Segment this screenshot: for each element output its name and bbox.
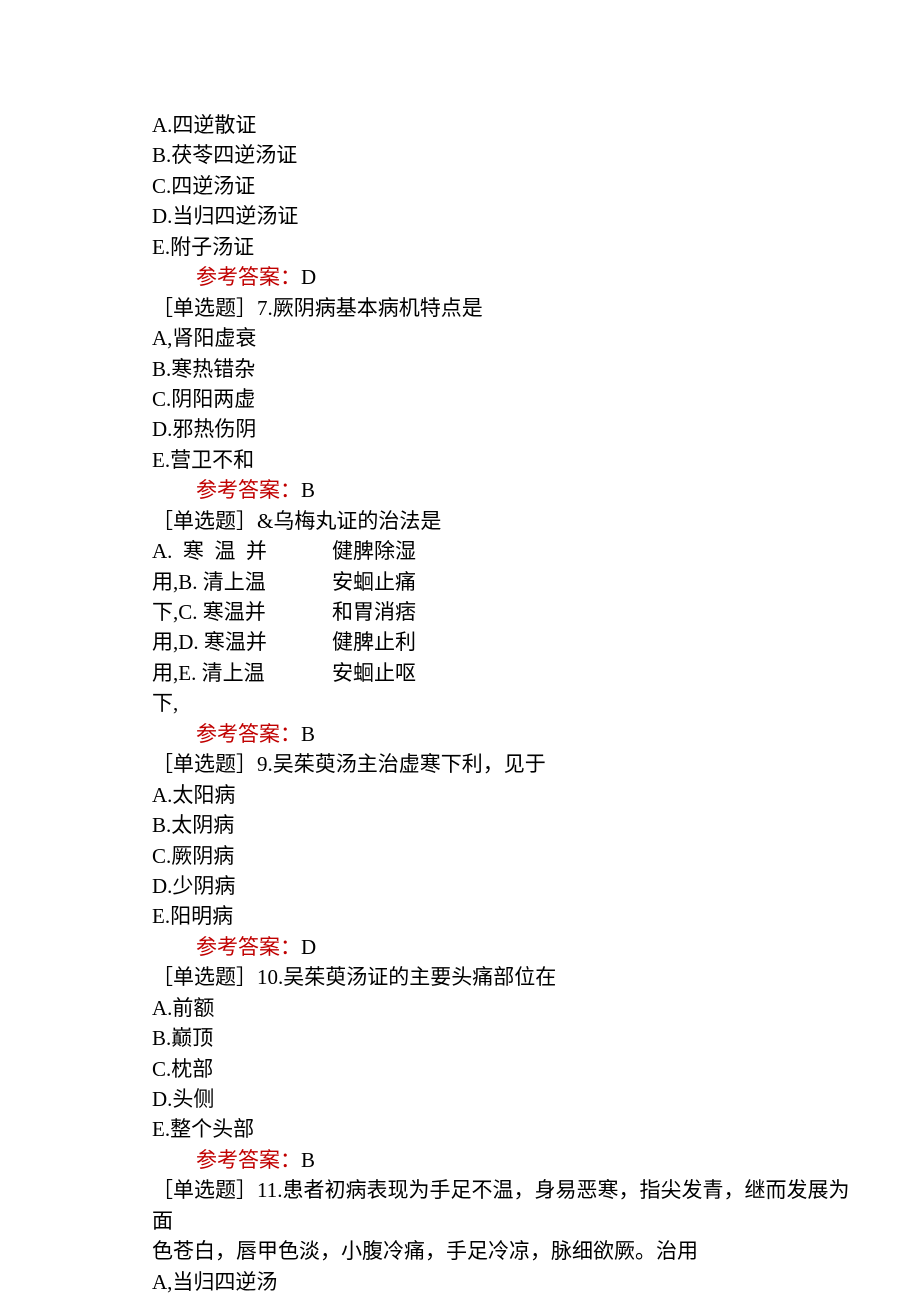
- q6-option-d: D.当归四逆汤证: [108, 201, 850, 231]
- q10-option-d: D.头侧: [108, 1084, 850, 1114]
- q6-answer-value: D: [301, 265, 316, 289]
- q9-option-c: C.厥阴病: [108, 841, 850, 871]
- q9-option-e: E.阳明病: [108, 901, 850, 931]
- q8-row-b-left: 用,B. 清上温: [152, 567, 332, 597]
- q8-answer-value: B: [301, 722, 315, 746]
- q10-answer-value: B: [301, 1148, 315, 1172]
- q8-row-e: 用,E. 清上温安蛔止呕: [108, 658, 850, 688]
- q8-stem: ［单选题］&乌梅丸证的治法是: [108, 506, 850, 536]
- q7-answer-value: B: [301, 478, 315, 502]
- q10-option-b: B.巅顶: [108, 1023, 850, 1053]
- q9-answer: 参考答案：D: [108, 932, 850, 962]
- q9-answer-label: 参考答案：: [196, 935, 301, 959]
- q7-stem: ［单选题］7.厥阴病基本病机特点是: [108, 293, 850, 323]
- q9-stem: ［单选题］9.吴茱萸汤主治虚寒下利，见于: [108, 749, 850, 779]
- q8-row-a-left: A. 寒 温 并: [152, 536, 332, 566]
- q6-answer-label: 参考答案：: [196, 265, 301, 289]
- q9-answer-value: D: [301, 935, 316, 959]
- q10-option-c: C.枕部: [108, 1054, 850, 1084]
- q7-option-b: B.寒热错杂: [108, 354, 850, 384]
- q7-option-a: A,肾阳虚衰: [108, 323, 850, 353]
- q7-option-d: D.邪热伤阴: [108, 414, 850, 444]
- q8-row-a-right: 健脾除湿: [332, 536, 850, 566]
- q6-option-b: B.茯苓四逆汤证: [108, 140, 850, 170]
- q6-option-a: A.四逆散证: [108, 110, 850, 140]
- q6-option-e: E.附子汤证: [108, 232, 850, 262]
- q8-row-e-right: 安蛔止呕: [332, 658, 850, 688]
- q8-row-e-left: 用,E. 清上温: [152, 658, 332, 688]
- q11-option-a: A,当归四逆汤: [108, 1267, 850, 1297]
- q10-option-e: E.整个头部: [108, 1114, 850, 1144]
- q8-row-tail-right: [332, 688, 850, 718]
- q7-option-e: E.营卫不和: [108, 445, 850, 475]
- q10-stem: ［单选题］10.吴茱萸汤证的主要头痛部位在: [108, 962, 850, 992]
- q8-answer-label: 参考答案：: [196, 722, 301, 746]
- q8-row-tail-left: 下,: [152, 688, 332, 718]
- q8-row-d: 用,D. 寒温并健脾止利: [108, 627, 850, 657]
- q8-row-d-left: 用,D. 寒温并: [152, 627, 332, 657]
- q10-option-a: A.前额: [108, 993, 850, 1023]
- q8-row-d-right: 健脾止利: [332, 627, 850, 657]
- q7-option-c: C.阴阳两虚: [108, 384, 850, 414]
- q9-option-a: A.太阳病: [108, 780, 850, 810]
- q7-answer-label: 参考答案：: [196, 478, 301, 502]
- q8-answer: 参考答案：B: [108, 719, 850, 749]
- q8-row-c-left: 下,C. 寒温并: [152, 597, 332, 627]
- q8-row-a: A. 寒 温 并健脾除湿: [108, 536, 850, 566]
- q8-row-b-right: 安蛔止痛: [332, 567, 850, 597]
- q11-stem-line2: 色苍白，唇甲色淡，小腹冷痛，手足冷凉，脉细欲厥。治用: [108, 1236, 850, 1266]
- q11-stem-line1: ［单选题］11.患者初病表现为手足不温，身易恶寒，指尖发青，继而发展为面: [108, 1175, 850, 1236]
- q10-answer: 参考答案：B: [108, 1145, 850, 1175]
- q9-option-d: D.少阴病: [108, 871, 850, 901]
- q6-answer: 参考答案：D: [108, 262, 850, 292]
- q6-option-c: C.四逆汤证: [108, 171, 850, 201]
- q8-row-c-right: 和胃消痞: [332, 597, 850, 627]
- q10-answer-label: 参考答案：: [196, 1148, 301, 1172]
- q8-row-c: 下,C. 寒温并和胃消痞: [108, 597, 850, 627]
- q7-answer: 参考答案：B: [108, 475, 850, 505]
- q8-row-tail: 下,: [108, 688, 850, 718]
- q8-row-b: 用,B. 清上温安蛔止痛: [108, 567, 850, 597]
- q9-option-b: B.太阴病: [108, 810, 850, 840]
